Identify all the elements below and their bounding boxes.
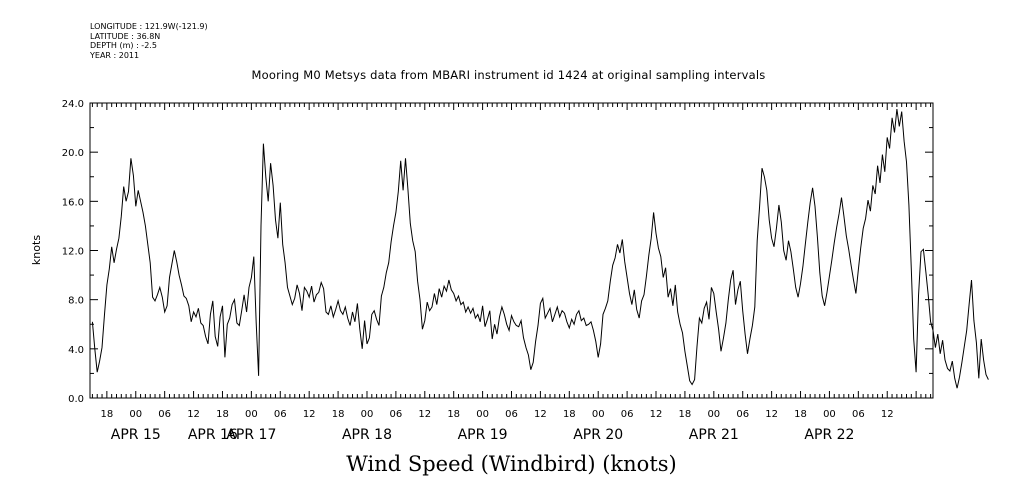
chart-title: Mooring M0 Metsys data from MBARI instru…	[251, 68, 766, 82]
mooring-metadata: LONGITUDE : 121.9W(-121.9) LATITUDE : 36…	[90, 22, 208, 60]
x-hour-tick-label: 00	[592, 409, 605, 420]
x-hour-tick-label: 06	[158, 409, 171, 420]
y-tick-label: 4.0	[68, 345, 84, 356]
x-hour-tick-label: 00	[361, 409, 374, 420]
x-hour-tick-label: 18	[679, 409, 692, 420]
x-hour-tick-label: 18	[794, 409, 807, 420]
y-tick-label: 16.0	[62, 197, 84, 208]
x-hour-tick-label: 06	[736, 409, 749, 420]
latitude-text: LATITUDE : 36.8N	[90, 31, 161, 41]
plot-frame	[89, 102, 934, 399]
wind-speed-line	[91, 109, 989, 389]
x-hour-tick-label: 12	[418, 409, 431, 420]
x-hour-tick-label: 12	[187, 409, 200, 420]
x-hour-tick-label: 06	[274, 409, 287, 420]
x-date-label: APR 16	[188, 427, 238, 443]
x-hour-tick-label: 12	[534, 409, 547, 420]
x-date-label: APR 17	[226, 427, 276, 443]
y-tick-label: 20.0	[62, 148, 84, 159]
y-axis-label: knots	[30, 235, 43, 265]
x-date-label: APR 18	[342, 427, 392, 443]
x-hour-tick-label: 12	[765, 409, 778, 420]
x-hour-tick-label: 00	[823, 409, 836, 420]
x-hour-tick-label: 18	[100, 409, 113, 420]
y-tick-label: 12.0	[62, 247, 84, 258]
tick-layer	[90, 102, 933, 399]
x-hour-tick-label: 18	[563, 409, 576, 420]
y-tick-label: 24.0	[62, 99, 84, 110]
x-hour-tick-label: 06	[505, 409, 518, 420]
x-hour-tick-label: 18	[332, 409, 345, 420]
axis-labels: 0.0 4.0 8.0 12.0 16.0 20.0 24.0 18 00 06 12 18 00 06 1…	[62, 99, 894, 443]
x-hour-tick-label: 00	[707, 409, 720, 420]
x-date-label: APR 21	[689, 427, 739, 443]
x-hour-tick-label: 12	[650, 409, 663, 420]
x-axis-title: Wind Speed (Windbird) (knots)	[346, 452, 677, 476]
x-date-label: APR 15	[111, 427, 161, 443]
x-date-label: APR 22	[804, 427, 854, 443]
x-hour-tick-label: 12	[881, 409, 894, 420]
y-tick-label: 0.0	[68, 394, 84, 405]
x-hour-tick-label: 06	[621, 409, 634, 420]
chart-title-wrap: Mooring M0 Metsys data from MBARI instru…	[0, 68, 1009, 82]
x-hour-tick-label: 12	[303, 409, 316, 420]
depth-text: DEPTH (m) : -2.5	[90, 41, 157, 50]
x-hour-tick-label: 00	[245, 409, 258, 420]
x-hour-tick-label: 00	[476, 409, 489, 420]
x-hour-tick-label: 06	[852, 409, 865, 420]
x-hour-tick-label: 18	[447, 409, 460, 420]
longitude-text: LONGITUDE : 121.9W(-121.9)	[90, 22, 208, 31]
x-date-label: APR 19	[458, 427, 508, 443]
y-tick-label: 8.0	[68, 296, 84, 307]
x-hour-tick-label: 18	[216, 409, 229, 420]
x-hour-tick-label: 00	[129, 409, 142, 420]
x-axis-title-wrap: Wind Speed (Windbird) (knots)	[0, 452, 1009, 476]
x-date-label: APR 20	[573, 427, 623, 443]
x-hour-tick-label: 06	[390, 409, 403, 420]
year-text: YEAR : 2011	[90, 50, 140, 60]
